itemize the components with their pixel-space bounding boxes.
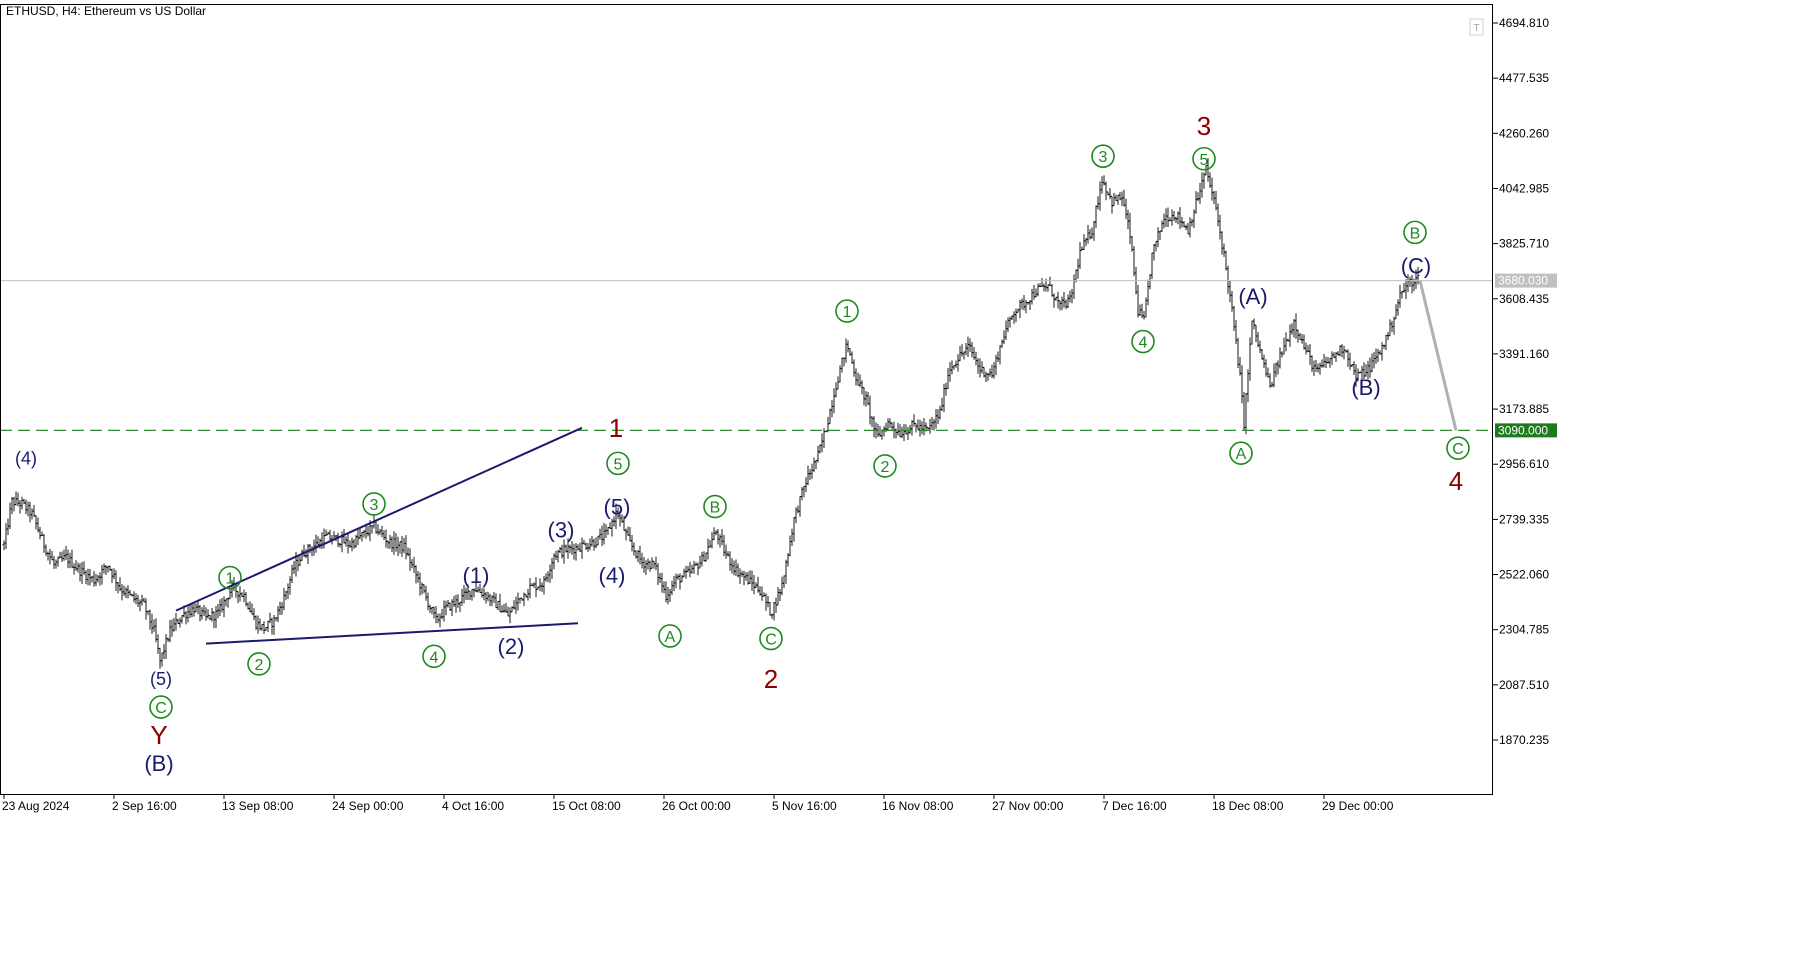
wave-label-circle — [1192, 146, 1216, 171]
wave-label: (4) — [599, 563, 626, 588]
wave-label: C — [765, 632, 777, 649]
x-tick-label: 16 Nov 08:00 — [882, 799, 954, 813]
wave-label-circle — [873, 454, 897, 478]
x-tick-label: 7 Dec 16:00 — [1102, 799, 1167, 813]
trendline — [175, 426, 583, 612]
wave-label-circle — [422, 644, 446, 669]
wave-label: (A) — [1238, 284, 1267, 309]
x-tick-label: 4 Oct 16:00 — [442, 799, 504, 813]
wave-label: Y — [150, 720, 167, 750]
wave-label: A — [1236, 446, 1247, 463]
target-level-label: 3090.000 — [1498, 423, 1548, 437]
plot-frame — [0, 4, 1493, 795]
wave-label-circle — [1446, 436, 1470, 460]
x-tick-label: 29 Dec 00:00 — [1322, 799, 1394, 813]
wave-label: 2 — [881, 459, 890, 476]
wave-label: C — [155, 700, 167, 717]
wave-label: (C) — [1401, 253, 1432, 278]
wave-label: (B) — [1351, 375, 1380, 400]
wave-label: 3 — [370, 497, 379, 514]
wave-label: 4 — [1449, 466, 1463, 496]
wave-label: (B) — [144, 751, 173, 776]
wave-label-circle — [218, 565, 242, 590]
autoscroll-icon[interactable]: T — [1469, 18, 1484, 36]
x-tick-label: 18 Dec 08:00 — [1212, 799, 1284, 813]
wave-label: 4 — [1139, 335, 1148, 352]
x-tick-label: 2 Sep 16:00 — [112, 799, 177, 813]
y-tick-label: 1870.235 — [1499, 733, 1549, 747]
y-tick-label: 4260.260 — [1499, 126, 1549, 140]
wave-label: (5) — [150, 669, 172, 689]
wave-label: 3 — [1099, 149, 1108, 166]
wave-label: 4 — [430, 649, 439, 666]
wave-label-circle — [703, 494, 727, 519]
wave-label: B — [1410, 225, 1421, 242]
y-tick-label: 4477.535 — [1499, 71, 1549, 85]
wave-label-circle — [759, 626, 783, 651]
chart-overlay: 3680.030 3090.000 — [0, 273, 1557, 645]
wave-label: (3) — [548, 517, 575, 542]
wave-label-circle — [362, 492, 386, 516]
wave-labels: (4)(5)CY(B)1234(1)(2)(3)(4)(5)51ABC21234… — [15, 111, 1470, 776]
y-tick-label: 2739.335 — [1499, 512, 1549, 526]
y-tick-label: 2087.510 — [1499, 678, 1549, 692]
current-price-badge — [1495, 273, 1557, 288]
y-tick-label: 2304.785 — [1499, 623, 1549, 637]
y-tick-label: 3608.435 — [1499, 292, 1549, 306]
candles — [2, 158, 1420, 669]
wave-label: 3 — [1197, 111, 1211, 141]
target-level-badge — [1495, 423, 1557, 438]
wave-label: B — [710, 500, 721, 517]
wave-label: 2 — [764, 664, 778, 694]
chart-plot-area[interactable] — [2, 158, 1420, 669]
svg-text:T: T — [1473, 23, 1479, 34]
wave-label: 5 — [614, 456, 623, 473]
wave-label-circle — [1229, 441, 1253, 466]
y-tick-label: 2522.060 — [1499, 568, 1549, 582]
x-tick-label: 23 Aug 2024 — [2, 799, 70, 813]
wave-label: (5) — [604, 495, 631, 520]
chart-axes: 4694.810 4477.535 4260.260 4042.985 3825.710… — [0, 4, 1549, 813]
wave-label-circle — [149, 695, 173, 719]
x-tick-label: 13 Sep 08:00 — [222, 799, 294, 813]
wave-label: (2) — [498, 634, 525, 659]
wave-label-circle — [1091, 144, 1115, 169]
wave-label: C — [1452, 441, 1464, 458]
x-tick-label: 5 Nov 16:00 — [772, 799, 837, 813]
wave-label: (1) — [463, 563, 490, 588]
wave-label-circle — [606, 451, 630, 476]
wave-label: 1 — [226, 571, 235, 588]
wave-label-circle — [658, 624, 682, 648]
wave-label: 1 — [609, 413, 623, 443]
y-tick-label: 3391.160 — [1499, 347, 1549, 361]
current-price-label: 3680.030 — [1498, 274, 1548, 288]
projection-line — [1418, 280, 1458, 431]
x-tick-label: 15 Oct 08:00 — [552, 799, 621, 813]
trendline — [205, 622, 579, 645]
wave-label-circle — [1131, 329, 1155, 354]
wave-label: 1 — [843, 304, 852, 321]
y-tick-label: 3825.710 — [1499, 237, 1549, 251]
wave-label-circle — [835, 299, 859, 323]
wave-label-circle — [247, 652, 271, 676]
wave-label: 5 — [1200, 152, 1209, 169]
y-tick-label: 4042.985 — [1499, 181, 1549, 195]
x-tick-label: 26 Oct 00:00 — [662, 799, 731, 813]
x-tick-label: 24 Sep 00:00 — [332, 799, 404, 813]
y-tick-label: 3173.885 — [1499, 402, 1549, 416]
y-tick-label: 4694.810 — [1499, 16, 1549, 30]
wave-label: A — [665, 629, 676, 646]
y-tick-label: 2956.610 — [1499, 457, 1549, 471]
wave-label-circle — [1403, 220, 1427, 245]
wave-label: (4) — [15, 448, 37, 468]
wave-label: 2 — [255, 657, 264, 674]
chart-title: ETHUSD, H4: Ethereum vs US Dollar — [6, 4, 206, 18]
x-tick-label: 27 Nov 00:00 — [992, 799, 1064, 813]
